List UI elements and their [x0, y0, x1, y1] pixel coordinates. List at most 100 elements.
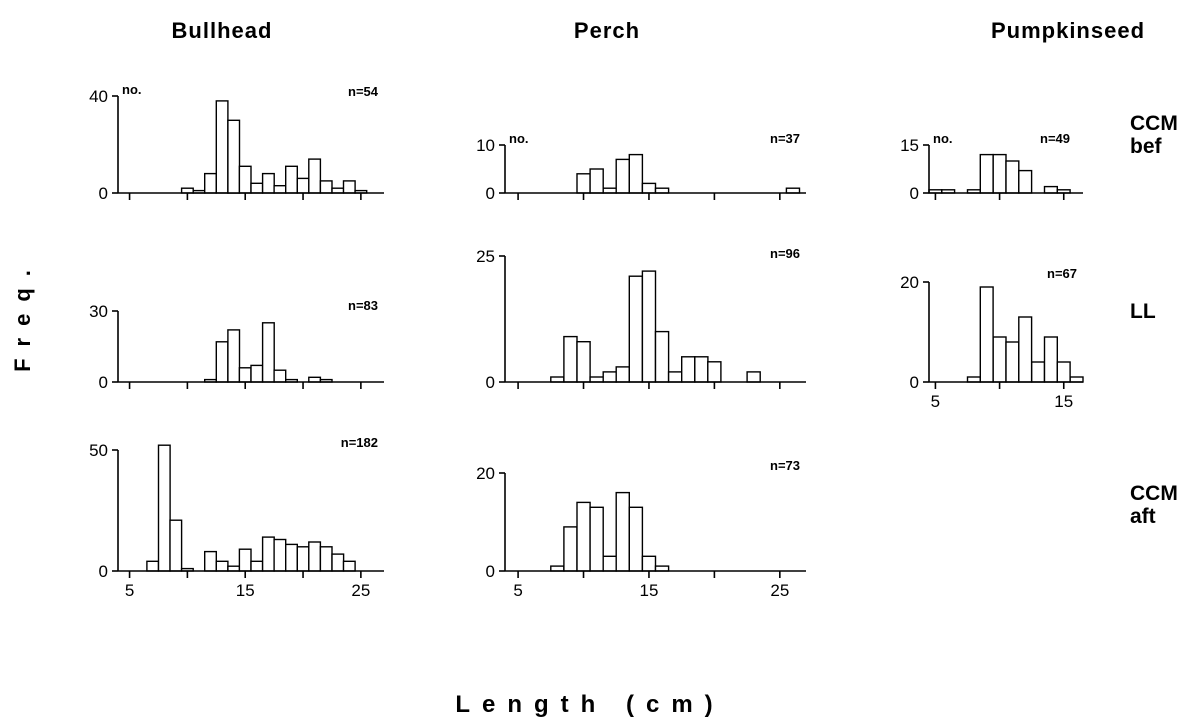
bar: [656, 332, 669, 382]
bar: [642, 556, 655, 571]
x-axis-label: Length (cm): [455, 691, 724, 718]
x-tick-label: 25: [351, 581, 370, 600]
bar: [603, 556, 616, 571]
x-tick-label: 15: [1054, 392, 1073, 411]
y-tick-label: 0: [486, 562, 495, 581]
y-tick-label: 30: [89, 302, 108, 321]
bar: [286, 166, 298, 193]
y-tick-label: 20: [900, 273, 919, 292]
bar: [297, 547, 309, 571]
bar: [332, 554, 344, 571]
bar: [1006, 161, 1019, 193]
bar: [1006, 342, 1019, 382]
row-label-ccm-aft-line1: CCM: [1130, 482, 1178, 505]
bar: [297, 178, 309, 193]
sample-size-label: n=67: [1047, 266, 1077, 281]
bar: [682, 357, 695, 382]
bar: [603, 372, 616, 382]
bar: [1045, 187, 1058, 193]
bar: [263, 323, 275, 382]
bar: [344, 561, 356, 571]
bar: [320, 547, 332, 571]
bar: [344, 181, 356, 193]
bar: [239, 166, 251, 193]
bar: [980, 155, 993, 193]
histogram-panel: 0 40 n=54 no.: [89, 82, 384, 203]
bar: [251, 183, 263, 193]
sample-size-label: n=182: [341, 435, 378, 450]
col-title-perch: Perch: [574, 18, 640, 43]
bar: [1032, 362, 1045, 382]
bar: [274, 186, 286, 193]
row-label-ccm-bef-line1: CCM: [1130, 112, 1178, 135]
row-label-ccm-aft-line2: aft: [1130, 505, 1156, 528]
bar: [629, 276, 642, 382]
histogram-panel: 0 20 5 15 25 n=73: [476, 458, 806, 600]
bar: [980, 287, 993, 382]
x-tick-label: 25: [770, 581, 789, 600]
x-tick-label: 5: [513, 581, 522, 600]
y-tick-label: 15: [900, 136, 919, 155]
bar: [629, 155, 642, 193]
row-label-ccm-bef-line2: bef: [1130, 135, 1163, 158]
bar: [216, 342, 228, 382]
unit-label: no.: [933, 131, 953, 146]
y-tick-label: 0: [99, 184, 108, 203]
histogram-panel: 0 20 5 15 n=67: [900, 266, 1083, 411]
bar: [590, 507, 603, 571]
x-tick-label: 15: [639, 581, 658, 600]
x-tick-label: 15: [236, 581, 255, 600]
bar: [577, 342, 590, 382]
histogram-panel: 0 30 n=83: [89, 298, 384, 392]
bar: [216, 561, 228, 571]
bar: [147, 561, 159, 571]
col-title-bullhead: Bullhead: [172, 18, 273, 43]
histogram-panels: 0 40 n=54 no. 0 10 n=37 no. 0 15 n=49 no. 0 30 n=83 0 25…: [89, 82, 1083, 600]
sample-size-label: n=83: [348, 298, 378, 313]
bar: [228, 330, 240, 382]
bar: [263, 537, 275, 571]
bar: [228, 120, 240, 193]
bar: [1057, 362, 1070, 382]
y-tick-label: 0: [486, 373, 495, 392]
bar: [747, 372, 760, 382]
bar: [695, 357, 708, 382]
unit-label: no.: [509, 131, 529, 146]
sample-size-label: n=49: [1040, 131, 1070, 146]
bar: [239, 368, 251, 382]
bar: [642, 183, 655, 193]
sample-size-label: n=54: [348, 84, 379, 99]
histogram-panel: 0 25 n=96: [476, 246, 806, 392]
bar: [642, 271, 655, 382]
sample-size-label: n=96: [770, 246, 800, 261]
y-tick-label: 50: [89, 441, 108, 460]
y-tick-label: 25: [476, 247, 495, 266]
bar: [669, 372, 682, 382]
histogram-panel: 0 10 n=37 no.: [476, 131, 806, 203]
bar: [564, 337, 577, 382]
bar: [616, 159, 629, 193]
bar: [309, 159, 321, 193]
bar: [577, 502, 590, 571]
bar: [170, 520, 182, 571]
bar: [708, 362, 721, 382]
bar: [159, 445, 171, 571]
y-tick-label: 0: [99, 562, 108, 581]
bar: [251, 365, 263, 382]
bar: [590, 169, 603, 193]
y-tick-label: 40: [89, 87, 108, 106]
bar: [993, 155, 1006, 193]
y-tick-label: 0: [910, 373, 919, 392]
y-tick-label: 0: [486, 184, 495, 203]
bar: [564, 527, 577, 571]
histogram-panel: 0 15 n=49 no.: [900, 131, 1083, 203]
bar: [274, 540, 286, 572]
bar: [309, 542, 321, 571]
bar: [616, 367, 629, 382]
bar: [205, 552, 217, 571]
bar: [239, 549, 251, 571]
unit-label: no.: [122, 82, 142, 97]
histogram-panel: 0 50 5 15 25 n=182: [89, 435, 384, 600]
col-title-pumpkinseed: Pumpkinseed: [991, 18, 1145, 43]
